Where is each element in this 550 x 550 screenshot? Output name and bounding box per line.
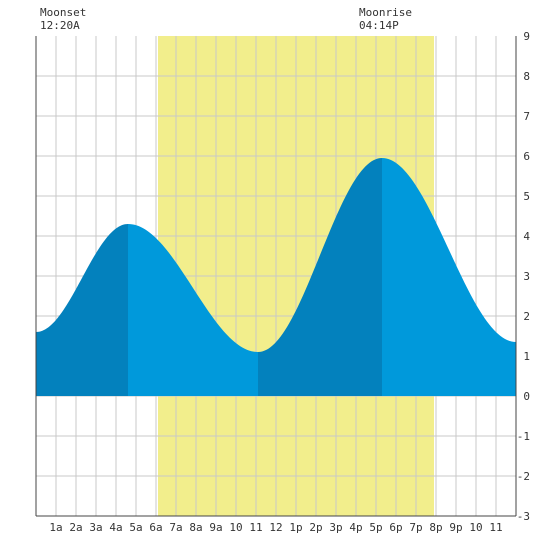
moonset-time: 12:20A (40, 19, 80, 32)
x-tick-label: 12 (269, 521, 282, 534)
x-tick-label: 11 (489, 521, 502, 534)
tide-falling-segment (382, 158, 516, 396)
y-tick-label: 9 (523, 30, 530, 43)
tide-falling-segment (128, 224, 258, 396)
y-tick-label: -2 (517, 470, 530, 483)
y-tick-label: 1 (523, 350, 530, 363)
x-tick-label: 3a (89, 521, 102, 534)
y-tick-label: 5 (523, 190, 530, 203)
y-tick-label: 2 (523, 310, 530, 323)
moonrise-label: Moonrise (359, 6, 412, 19)
tide-rising-segment (258, 158, 382, 396)
x-tick-label: 2a (69, 521, 82, 534)
x-tick-label: 5a (129, 521, 142, 534)
x-tick-label: 1p (289, 521, 302, 534)
moonrise-time: 04:14P (359, 19, 399, 32)
x-tick-label: 6a (149, 521, 162, 534)
moonset-label: Moonset (40, 6, 87, 19)
y-tick-label: -3 (517, 510, 530, 523)
y-tick-label: 8 (523, 70, 530, 83)
x-tick-label: 10 (469, 521, 482, 534)
x-tick-label: 4a (109, 521, 122, 534)
x-tick-label: 7a (169, 521, 182, 534)
x-tick-label: 9p (449, 521, 462, 534)
y-tick-label: 0 (523, 390, 530, 403)
x-tick-label: 11 (249, 521, 262, 534)
x-tick-label: 4p (349, 521, 362, 534)
y-tick-label: 7 (523, 110, 530, 123)
x-tick-label: 6p (389, 521, 402, 534)
x-tick-label: 5p (369, 521, 382, 534)
y-tick-label: 3 (523, 270, 530, 283)
x-tick-label: 2p (309, 521, 322, 534)
y-tick-label: -1 (517, 430, 530, 443)
x-tick-label: 8a (189, 521, 202, 534)
x-tick-label: 3p (329, 521, 342, 534)
x-tick-label: 1a (49, 521, 62, 534)
x-tick-label: 9a (209, 521, 222, 534)
y-tick-label: 4 (523, 230, 530, 243)
x-tick-label: 8p (429, 521, 442, 534)
x-tick-label: 10 (229, 521, 242, 534)
y-tick-label: 6 (523, 150, 530, 163)
tide-rising-segment (36, 224, 128, 396)
x-tick-label: 7p (409, 521, 422, 534)
